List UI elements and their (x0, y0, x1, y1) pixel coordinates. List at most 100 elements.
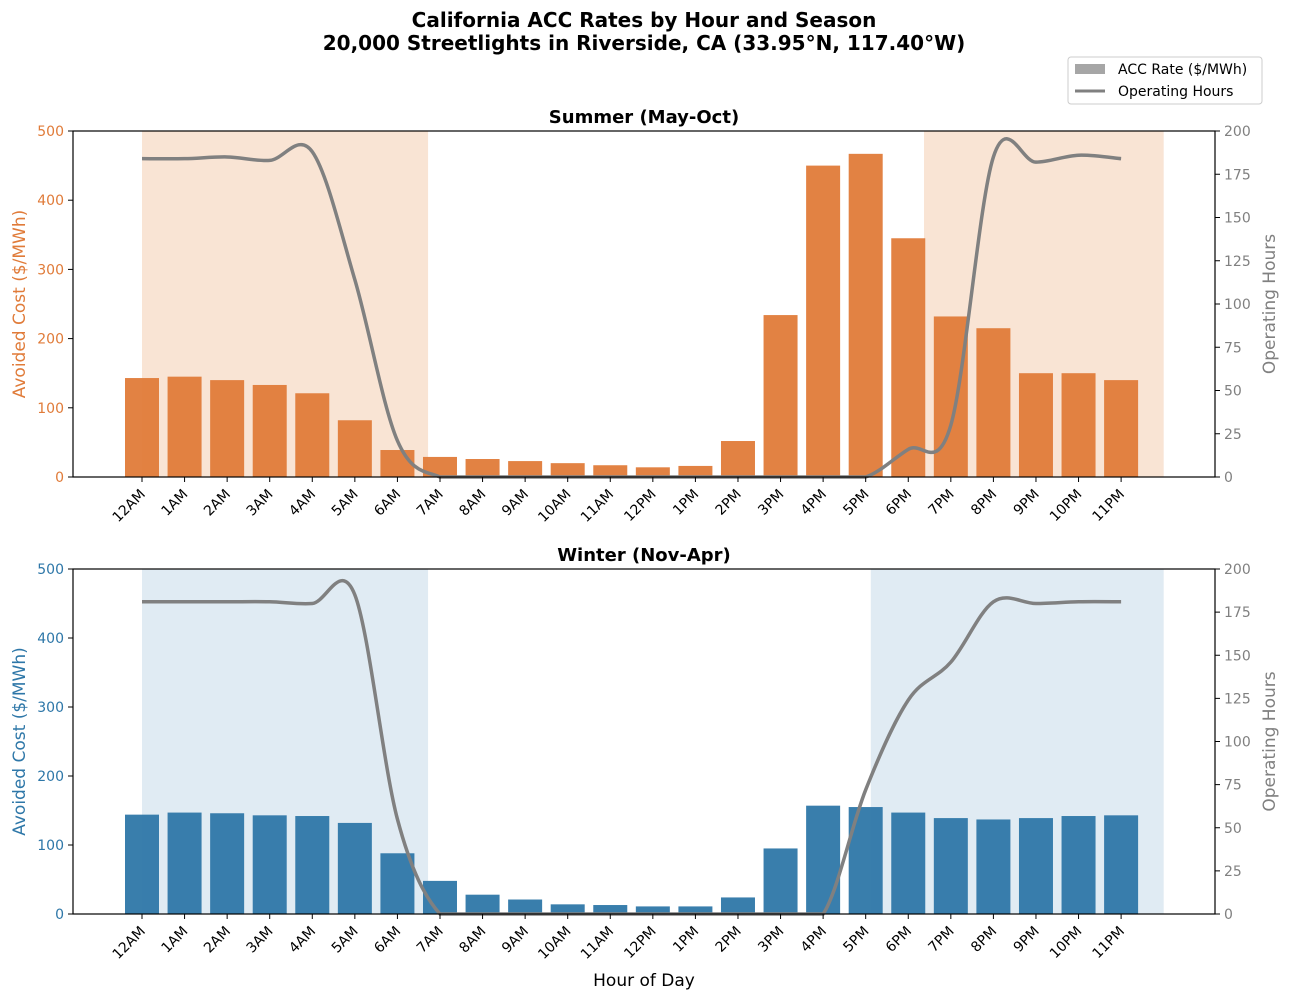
x-tick-label: 11AM (578, 487, 617, 526)
bar-8PM (976, 819, 1011, 914)
bar-6PM (891, 238, 926, 477)
bar-1AM (167, 812, 202, 914)
y2-tick-label: 25 (1224, 864, 1242, 880)
y2-tick-label: 50 (1224, 384, 1242, 400)
bar-12AM (125, 814, 159, 914)
x-tick-label: 3PM (755, 924, 787, 956)
bar-1PM (678, 906, 713, 914)
x-tick-label: 3PM (755, 487, 787, 519)
x-tick-label: 9AM (499, 487, 532, 520)
y2-tick-label: 100 (1224, 735, 1251, 751)
bar-2PM (720, 897, 755, 914)
y2-axis-label: Operating Hours (1260, 671, 1280, 811)
x-tick-label: 6AM (371, 924, 404, 957)
x-tick-label: 1AM (158, 487, 191, 520)
bar-4AM (295, 816, 330, 914)
x-tick-label: 4PM (798, 924, 830, 956)
legend-box (1067, 56, 1263, 105)
y-tick-label: 400 (37, 193, 64, 209)
x-tick-label: 4AM (286, 487, 319, 520)
y2-tick-label: 0 (1224, 470, 1233, 486)
y2-tick-label: 0 (1224, 907, 1233, 923)
bar-4AM (295, 393, 330, 477)
panel-title: Winter (Nov-Apr) (557, 545, 731, 566)
bar-4PM (806, 165, 841, 477)
y2-tick-label: 125 (1224, 691, 1251, 707)
y-tick-label: 100 (37, 401, 64, 417)
x-tick-label: 7PM (926, 487, 958, 519)
winter-panel: 0 100 200 300 400 500 0 25 50 75 100 125 150 175 200 12… (10, 545, 1280, 963)
bar-12PM (635, 906, 670, 914)
bar-11PM (1104, 815, 1139, 914)
x-tick-label: 2AM (201, 487, 234, 520)
y2-tick-label: 175 (1224, 167, 1251, 183)
bar-9AM (508, 899, 543, 914)
y2-tick-label: 75 (1224, 340, 1242, 356)
x-tick-label: 8PM (968, 487, 1000, 519)
bar-7AM (422, 456, 457, 477)
x-tick-label: 7AM (414, 924, 447, 957)
x-tick-label: 10PM (1047, 924, 1085, 962)
bar-10AM (550, 463, 585, 477)
y-tick-label: 300 (37, 700, 64, 716)
x-tick-label: 5AM (329, 487, 362, 520)
x-tick-label: 8AM (456, 487, 489, 520)
bar-3AM (252, 384, 287, 477)
x-tick-label: 3AM (244, 487, 277, 520)
legend-line-label: Operating Hours (1118, 84, 1233, 100)
legend: ACC Rate ($/MWh) Operating Hours (1067, 56, 1263, 105)
bar-6PM (891, 812, 926, 914)
x-tick-label: 7PM (926, 924, 958, 956)
bar-11AM (593, 905, 628, 914)
legend-bar-label: ACC Rate ($/MWh) (1118, 62, 1247, 78)
y2-tick-label: 175 (1224, 605, 1251, 621)
x-tick-label: 5AM (329, 924, 362, 957)
bar-9PM (1018, 373, 1053, 477)
y-axis-label: Avoided Cost ($/MWh) (10, 647, 30, 836)
y2-tick-label: 100 (1224, 297, 1251, 313)
x-tick-label: 8PM (968, 924, 1000, 956)
x-tick-label: 3AM (244, 924, 277, 957)
x-tick-label: 5PM (840, 924, 872, 956)
bar-10AM (550, 904, 585, 914)
x-tick-label: 2AM (201, 924, 234, 957)
chart-title-line1: California ACC Rates by Hour and Season (412, 8, 877, 32)
y-tick-label: 500 (37, 562, 64, 578)
x-tick-label: 9PM (1011, 924, 1043, 956)
x-tick-label: 10AM (535, 487, 574, 526)
y-tick-label: 500 (37, 124, 64, 140)
y2-tick-label: 25 (1224, 427, 1242, 443)
x-tick-label: 6PM (883, 487, 915, 519)
x-tick-label: 5PM (840, 487, 872, 519)
bar-10PM (1061, 816, 1096, 914)
y2-tick-label: 50 (1224, 821, 1242, 837)
x-tick-label: 8AM (456, 924, 489, 957)
bar-3PM (763, 848, 798, 914)
bar-5PM (848, 153, 883, 477)
y-tick-label: 300 (37, 262, 64, 278)
x-tick-label: 10AM (535, 924, 574, 963)
bar-5AM (337, 420, 372, 477)
y2-tick-label: 125 (1224, 254, 1251, 270)
x-tick-label: 11AM (578, 924, 617, 963)
chart-title-line2: 20,000 Streetlights in Riverside, CA (33… (323, 31, 966, 55)
x-tick-label: 9AM (499, 924, 532, 957)
x-tick-label: 1PM (670, 924, 702, 956)
y2-tick-label: 200 (1224, 562, 1251, 578)
y-tick-label: 0 (55, 907, 64, 923)
x-tick-label: 12AM (110, 487, 149, 526)
bar-9AM (508, 461, 543, 477)
bar-6AM (380, 450, 415, 477)
x-tick-label: 4PM (798, 487, 830, 519)
bar-6AM (380, 853, 415, 914)
legend-bar-swatch (1075, 64, 1105, 74)
bar-3PM (763, 315, 798, 477)
bar-2AM (210, 380, 245, 477)
bar-8AM (465, 894, 500, 914)
bar-12AM (125, 378, 159, 477)
bar-7PM (933, 818, 968, 914)
x-tick-label: 12PM (621, 924, 659, 962)
bar-7PM (933, 316, 968, 477)
